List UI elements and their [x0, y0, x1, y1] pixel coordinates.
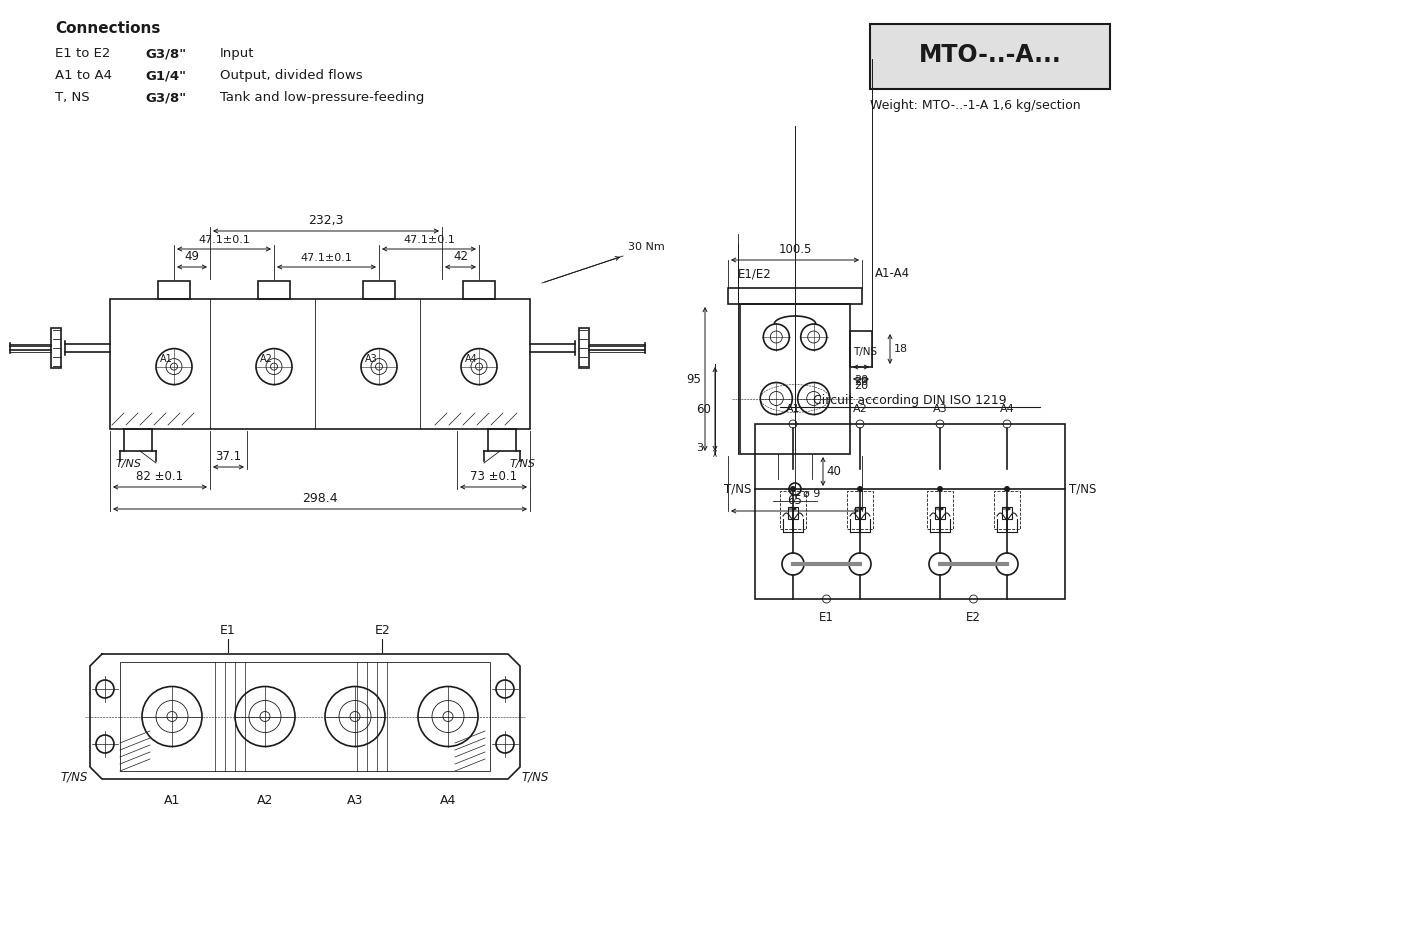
Circle shape [857, 486, 863, 492]
Text: T, NS: T, NS [55, 91, 90, 104]
Text: T/NS: T/NS [723, 482, 752, 495]
Bar [755, 424, 1064, 599]
Text: A2: A2 [853, 404, 867, 414]
Text: Circuit according DIN ISO 1219: Circuit according DIN ISO 1219 [813, 394, 1007, 407]
Text: 65: 65 [787, 494, 803, 507]
Text: 18: 18 [894, 344, 908, 354]
Text: 42: 42 [453, 250, 468, 263]
Text: E2: E2 [375, 624, 391, 637]
Text: ø 9: ø 9 [803, 489, 820, 499]
Text: MTO-..-A...: MTO-..-A... [918, 43, 1061, 66]
Text: 73 ±0.1: 73 ±0.1 [470, 470, 517, 483]
Text: A1: A1 [161, 354, 173, 363]
Bar [995, 491, 1020, 529]
Text: 20: 20 [854, 375, 868, 385]
Text: E1: E1 [818, 611, 834, 624]
Text: 232,3: 232,3 [308, 214, 344, 227]
Text: 49: 49 [185, 250, 199, 263]
Bar [109, 299, 530, 429]
Circle shape [1005, 486, 1010, 492]
Text: A3: A3 [932, 404, 948, 414]
Text: Weight: MTO-..-1-A 1,6 kg/section: Weight: MTO-..-1-A 1,6 kg/section [870, 99, 1080, 112]
Text: A3: A3 [347, 794, 364, 807]
Text: 100.5: 100.5 [779, 243, 811, 256]
Text: T/NS: T/NS [522, 771, 550, 784]
Text: 47.1±0.1: 47.1±0.1 [301, 253, 352, 263]
Bar [855, 507, 865, 519]
Bar [259, 281, 290, 299]
Bar [926, 491, 953, 529]
Text: A1: A1 [786, 404, 800, 414]
Text: T/NS: T/NS [853, 347, 877, 357]
Bar [362, 281, 395, 299]
Text: 40: 40 [826, 465, 841, 478]
Bar [463, 281, 495, 299]
Text: A1 to A4: A1 to A4 [55, 69, 112, 82]
Text: A4: A4 [999, 404, 1015, 414]
Bar [847, 491, 872, 529]
Text: Tank and low-pressure-feeding: Tank and low-pressure-feeding [220, 91, 425, 104]
Bar [740, 304, 850, 454]
Text: 82 ±0.1: 82 ±0.1 [136, 470, 183, 483]
Text: E2: E2 [966, 611, 980, 624]
Bar [870, 24, 1110, 89]
Bar [850, 331, 872, 367]
Text: Output, divided flows: Output, divided flows [220, 69, 362, 82]
Bar [578, 328, 588, 368]
Bar [1002, 507, 1012, 519]
Text: G1/4": G1/4" [145, 69, 186, 82]
Text: Input: Input [220, 47, 254, 60]
Bar [789, 507, 799, 519]
Text: 3: 3 [696, 443, 703, 453]
Text: A3: A3 [365, 354, 378, 363]
Text: 298.4: 298.4 [303, 492, 338, 505]
Text: E1 to E2: E1 to E2 [55, 47, 111, 60]
Text: E1/E2: E1/E2 [737, 267, 772, 280]
Text: 30 Nm: 30 Nm [628, 242, 665, 252]
Text: T/NS: T/NS [61, 771, 88, 784]
Bar [119, 662, 490, 771]
Text: 95: 95 [686, 373, 701, 385]
Text: A2: A2 [257, 794, 273, 807]
Text: 47.1±0.1: 47.1±0.1 [404, 235, 455, 245]
Bar [158, 281, 190, 299]
Text: Connections: Connections [55, 21, 161, 36]
Circle shape [790, 486, 796, 492]
Text: A1-A4: A1-A4 [875, 267, 909, 280]
Bar [51, 328, 61, 368]
Text: A4: A4 [441, 794, 456, 807]
Text: T/NS: T/NS [1069, 482, 1097, 495]
Text: T/NS: T/NS [117, 459, 142, 469]
Text: G3/8": G3/8" [145, 91, 186, 104]
Bar [780, 491, 806, 529]
Text: 20: 20 [854, 377, 868, 387]
Text: G3/8": G3/8" [145, 47, 186, 60]
Text: A2: A2 [260, 354, 273, 363]
Text: 37.1: 37.1 [216, 450, 242, 463]
Text: A1: A1 [163, 794, 180, 807]
Text: T/NS: T/NS [510, 459, 536, 469]
Text: 20: 20 [854, 381, 868, 391]
Text: 47.1±0.1: 47.1±0.1 [198, 235, 250, 245]
Bar [728, 288, 863, 304]
Text: E1: E1 [220, 624, 236, 637]
Text: 60: 60 [696, 402, 710, 416]
Circle shape [936, 486, 944, 492]
Bar [935, 507, 945, 519]
Text: A4: A4 [465, 354, 477, 363]
